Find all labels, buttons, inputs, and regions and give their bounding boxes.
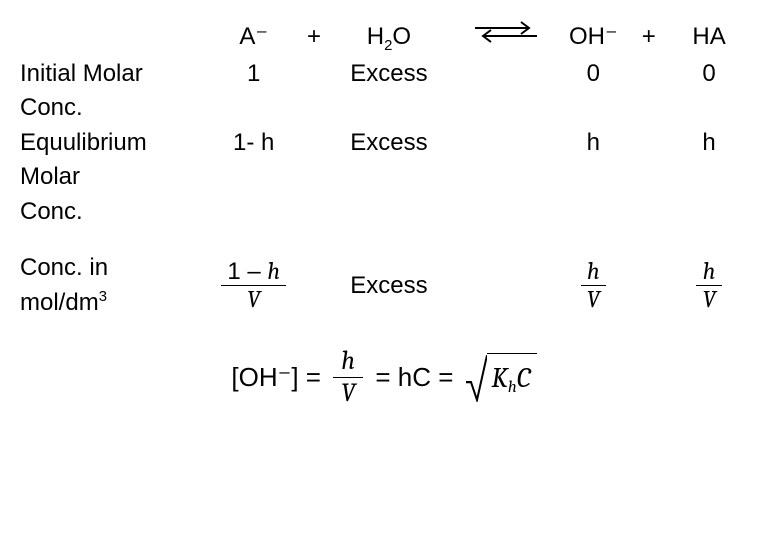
- equilibrium-row: Equulibrium 1- h Excess h h: [20, 126, 748, 161]
- final-frac-num: h: [341, 346, 355, 376]
- equil-oh: h: [559, 126, 627, 161]
- radical-icon: [465, 353, 487, 402]
- conc-a-num-m: –: [241, 258, 268, 285]
- final-equation: [OH⁻] = h V = hC = KhC: [20, 346, 748, 409]
- conc-label: Conc. in mol/dm3: [20, 251, 205, 320]
- equil-label-2: Molar: [20, 160, 210, 195]
- equilibrium-row-3: Conc.: [20, 195, 748, 230]
- sqrt: KhC: [465, 353, 536, 402]
- root-c: C: [517, 362, 531, 394]
- initial-oh: 0: [559, 57, 627, 92]
- conc-oh-num: h: [587, 257, 600, 285]
- species-a: A⁻: [205, 20, 302, 55]
- root-k-sub: h: [508, 378, 517, 397]
- equilibrium-row-2: Molar: [20, 160, 748, 195]
- plus-2: +: [627, 20, 670, 55]
- root-k: K: [491, 362, 507, 394]
- conc-a-den: V: [247, 285, 260, 313]
- final-eq1: = hC =: [375, 359, 453, 396]
- equil-h2o: Excess: [326, 126, 453, 161]
- conc-h2o: Excess: [326, 269, 453, 304]
- conc-a-num-h: h: [267, 257, 280, 285]
- plus-1: +: [302, 20, 325, 55]
- conc-label-sup: 3: [99, 289, 107, 305]
- h2o-o: O: [392, 23, 411, 50]
- initial-label-2: Conc.: [20, 91, 210, 126]
- initial-a: 1: [205, 57, 302, 92]
- initial-row-2: Conc.: [20, 91, 748, 126]
- equil-label-1: Equulibrium: [20, 126, 205, 161]
- conc-label-pre: Conc. in mol/dm: [20, 254, 108, 316]
- conc-ha: h V: [670, 258, 748, 314]
- final-frac-den: V: [341, 378, 355, 408]
- initial-label-1: Initial Molar: [20, 57, 205, 92]
- equil-a: 1- h: [205, 126, 302, 161]
- conc-a: 1 – h V: [205, 258, 302, 314]
- initial-row: Initial Molar 1 Excess 0 0: [20, 57, 748, 92]
- species-row: A⁻ + H2O OH⁻ + HA: [20, 18, 748, 57]
- species-h2o: H2O: [326, 20, 453, 55]
- initial-h2o: Excess: [326, 57, 453, 92]
- initial-ha: 0: [670, 57, 748, 92]
- species-oh: OH⁻: [559, 20, 627, 55]
- equil-label-3: Conc.: [20, 195, 210, 230]
- concentration-row: Conc. in mol/dm3 1 – h V Excess h V h V: [20, 251, 748, 320]
- species-ha: HA: [670, 20, 748, 55]
- conc-oh: h V: [559, 258, 627, 314]
- final-frac: h V: [333, 346, 363, 409]
- conc-a-num-1: 1: [227, 258, 240, 285]
- equilibrium-arrow: [452, 18, 559, 57]
- conc-ha-den: V: [702, 285, 715, 313]
- h2o-h: H: [367, 23, 384, 50]
- equil-ha: h: [670, 126, 748, 161]
- final-lhs: [OH⁻] =: [231, 359, 321, 396]
- conc-oh-den: V: [587, 285, 600, 313]
- conc-ha-num: h: [703, 257, 716, 285]
